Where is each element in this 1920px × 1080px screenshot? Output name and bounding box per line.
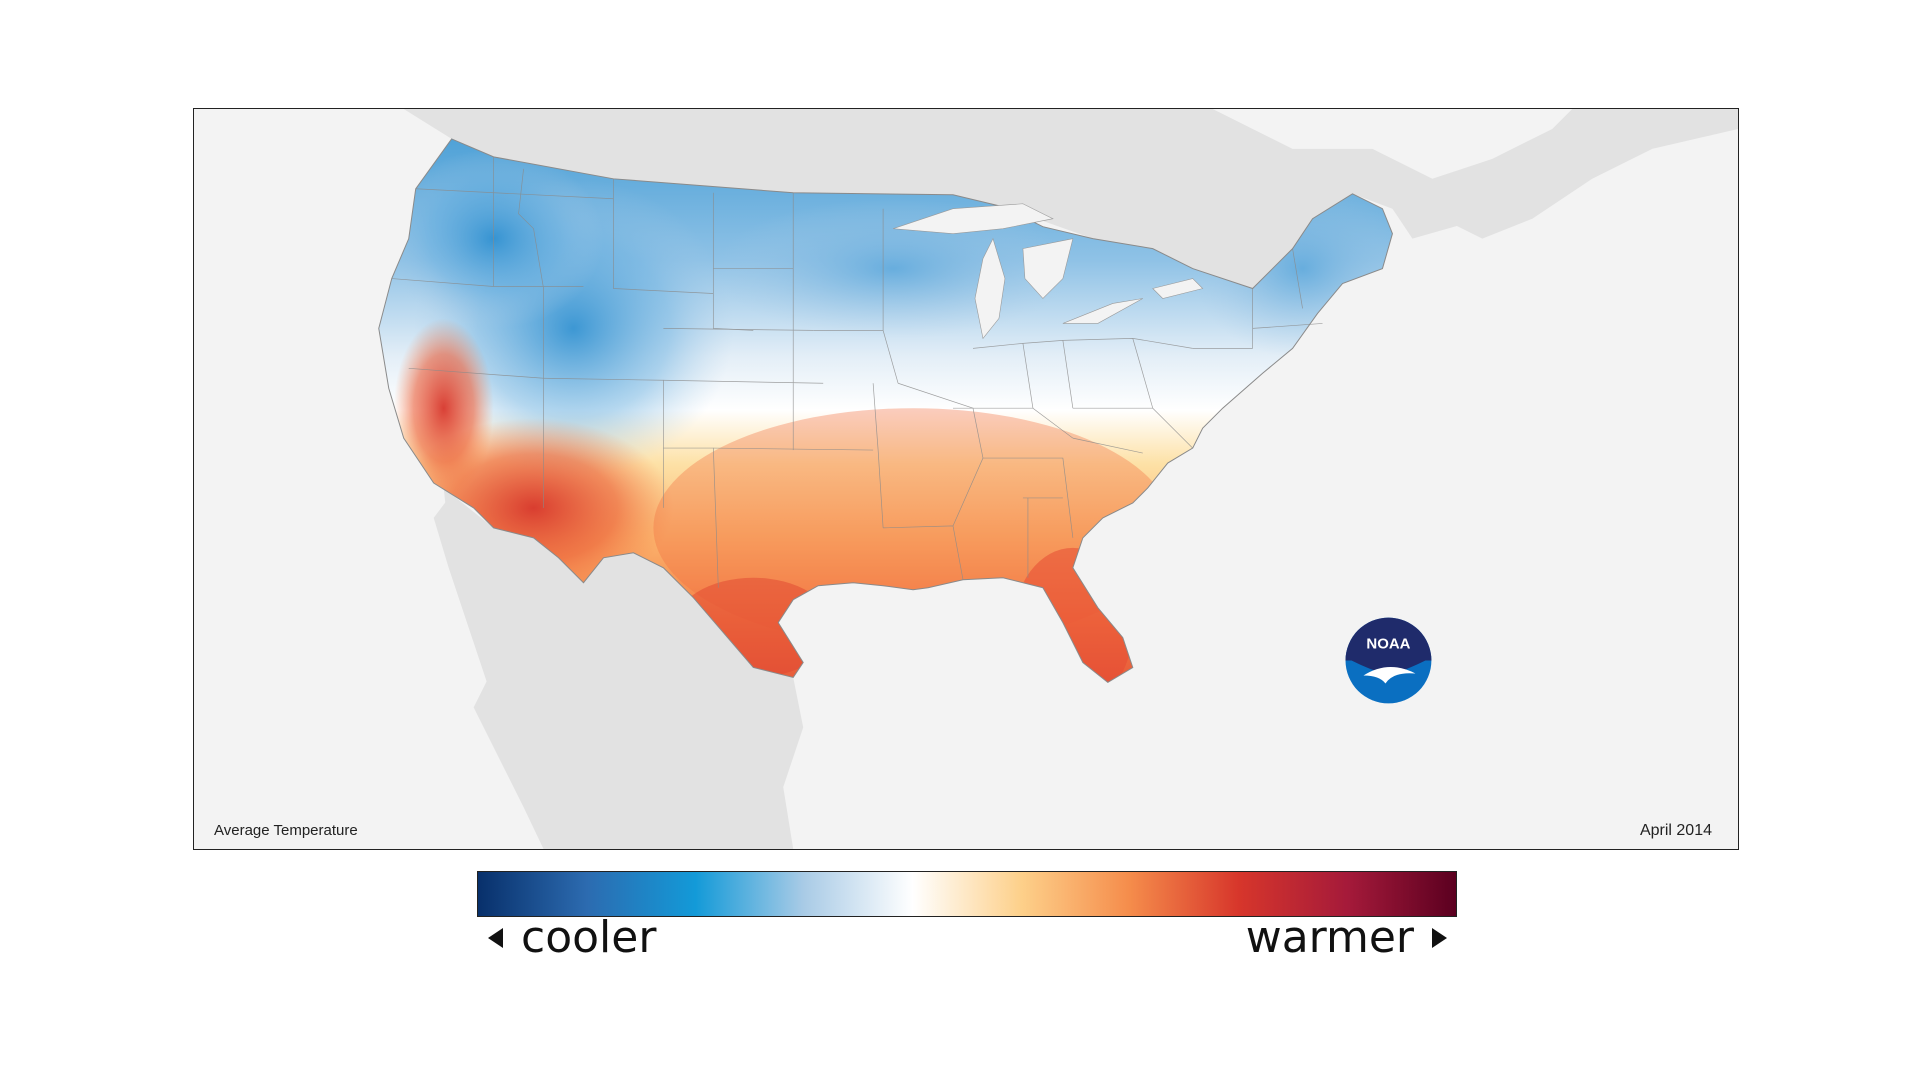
us-outline xyxy=(378,138,1393,684)
canada-landmass xyxy=(403,109,1738,289)
legend-gradient-bar xyxy=(478,872,1456,916)
nova-scotia xyxy=(1442,148,1583,239)
right-triangle-icon xyxy=(1432,928,1447,948)
color-legend xyxy=(477,871,1457,917)
legend-warmer-label: warmer xyxy=(1246,916,1447,960)
map-canvas: NOAA xyxy=(378,109,1738,849)
state-borders xyxy=(391,156,1323,588)
baja-california xyxy=(433,497,564,798)
map-date: April 2014 xyxy=(1639,822,1712,839)
legend-cooler-label: cooler xyxy=(488,916,656,960)
great-lakes xyxy=(892,203,1204,340)
legend-right-text: warmer xyxy=(1245,912,1414,963)
temperature-map: NOAA Average Temperature April 2014 xyxy=(193,108,1739,850)
noaa-logo-icon: NOAA xyxy=(1345,617,1432,704)
map-title: Average Temperature xyxy=(214,822,358,839)
svg-text:NOAA: NOAA xyxy=(1366,636,1410,653)
left-triangle-icon xyxy=(488,928,503,948)
legend-left-text: cooler xyxy=(521,912,657,963)
